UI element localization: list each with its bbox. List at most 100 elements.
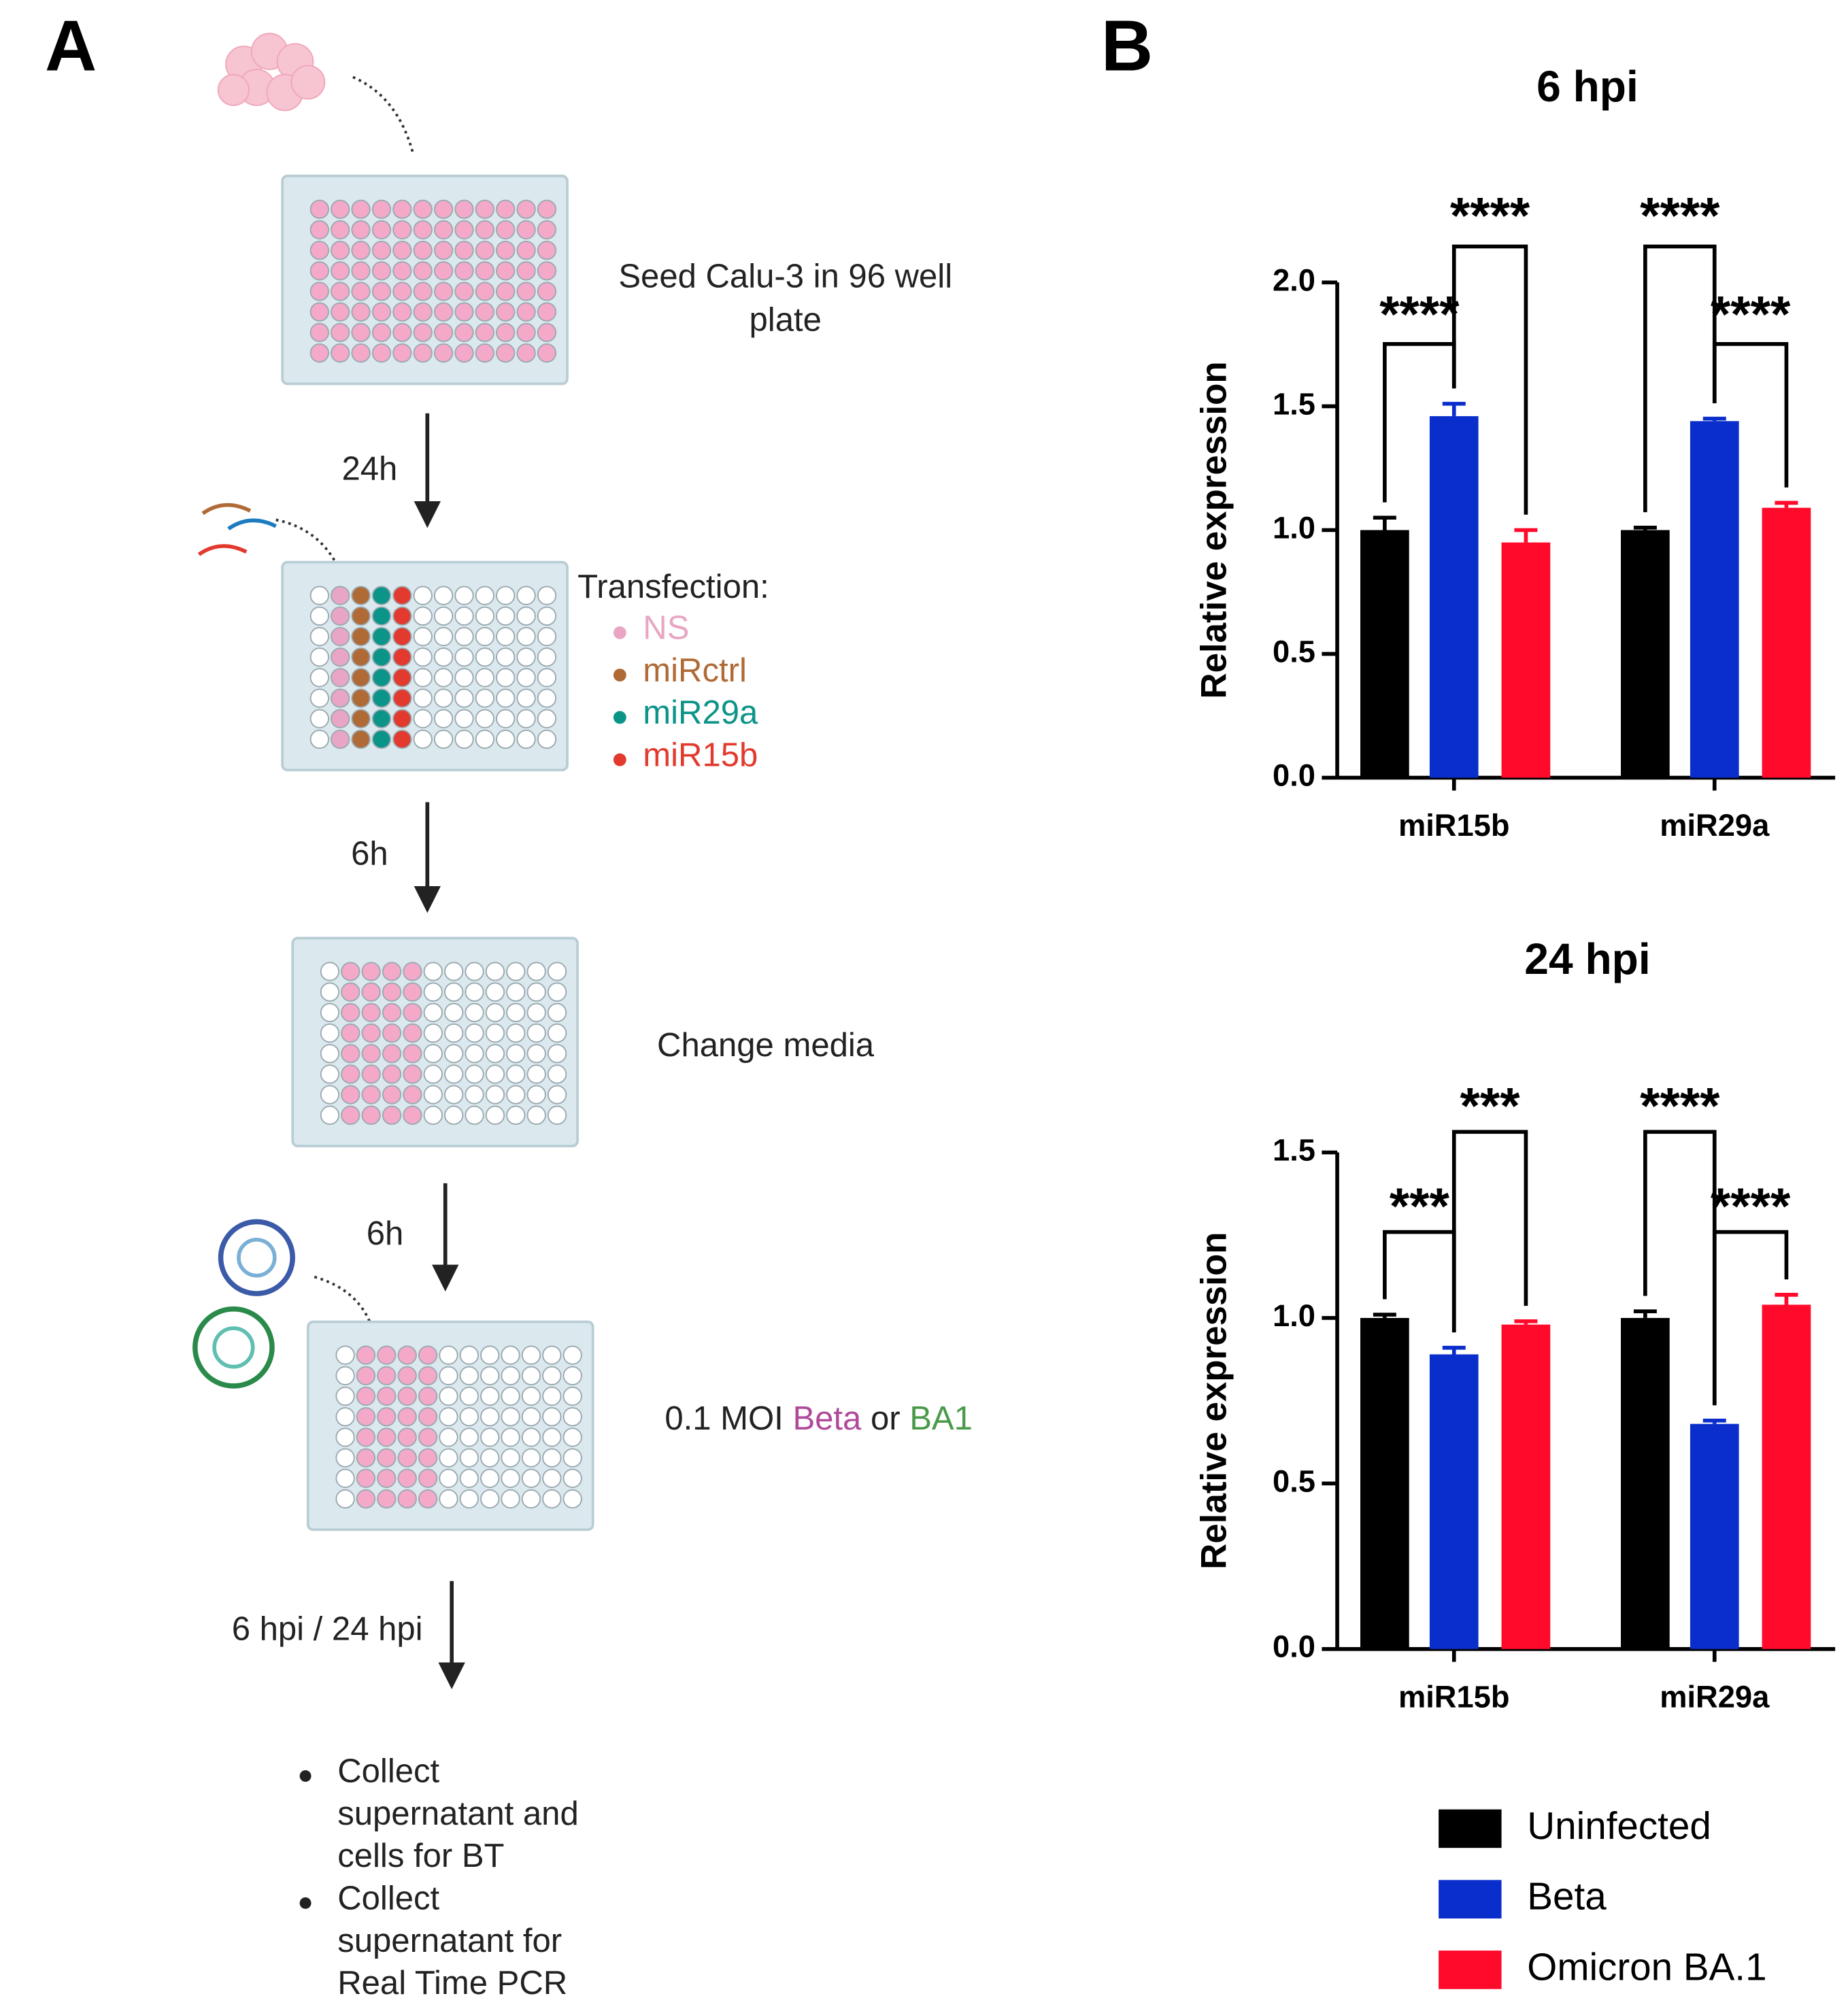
well <box>392 688 412 708</box>
well <box>361 982 381 1002</box>
well <box>454 729 474 749</box>
well <box>496 199 516 219</box>
well <box>392 240 412 260</box>
well <box>459 1366 479 1385</box>
well <box>351 199 371 219</box>
well <box>542 1489 562 1509</box>
well <box>356 1407 376 1427</box>
well <box>475 343 494 363</box>
time-label: 6 hpi / 24 hpi <box>232 1610 423 1647</box>
well <box>485 1085 505 1104</box>
well <box>418 1345 438 1365</box>
well <box>335 1366 355 1385</box>
well <box>418 1407 438 1427</box>
bar <box>1621 530 1670 778</box>
well <box>433 626 454 647</box>
well <box>341 1023 360 1043</box>
bar <box>1690 1423 1739 1649</box>
significance-label: **** <box>1640 187 1720 244</box>
well <box>516 586 536 605</box>
well <box>506 1044 526 1064</box>
error-bar <box>1373 1313 1396 1318</box>
well <box>356 1366 376 1385</box>
well <box>475 688 494 708</box>
well <box>309 199 329 219</box>
well <box>475 322 494 343</box>
well <box>537 729 557 749</box>
well <box>309 240 329 260</box>
well <box>485 962 505 981</box>
error-bar <box>1775 501 1798 508</box>
well <box>454 322 474 343</box>
well <box>542 1386 562 1406</box>
bullet <box>299 1770 312 1782</box>
y-tick-label: 0.5 <box>1273 634 1315 669</box>
well <box>392 343 412 363</box>
well <box>371 606 392 626</box>
time-label: 24h <box>341 451 397 488</box>
well <box>537 647 557 667</box>
well <box>361 962 381 981</box>
well <box>371 220 392 240</box>
well <box>496 709 516 728</box>
y-tick-label: 1.5 <box>1273 1133 1315 1168</box>
list-item: miR15b <box>643 737 758 773</box>
well <box>475 647 494 667</box>
well <box>433 668 454 688</box>
well <box>341 982 360 1002</box>
bar <box>1762 1304 1811 1649</box>
well <box>331 302 350 322</box>
well <box>439 1468 458 1488</box>
well <box>433 647 454 667</box>
well <box>454 709 474 728</box>
well <box>480 1427 500 1447</box>
well <box>351 282 371 301</box>
well <box>516 343 536 363</box>
well <box>309 668 329 688</box>
well <box>371 261 392 281</box>
well <box>537 322 557 343</box>
step-text: Transfection: <box>577 569 769 605</box>
text-part: BA1 <box>909 1400 973 1437</box>
well <box>444 1064 464 1084</box>
well <box>454 240 474 260</box>
well <box>562 1448 582 1468</box>
well <box>351 261 371 281</box>
well <box>444 1044 464 1064</box>
legend-dot <box>613 711 626 724</box>
well <box>501 1386 520 1406</box>
well <box>465 982 484 1002</box>
well <box>361 1002 381 1023</box>
well <box>506 1023 526 1043</box>
well <box>506 982 526 1002</box>
error-bar <box>1702 416 1726 422</box>
well <box>356 1489 376 1509</box>
well <box>459 1448 479 1468</box>
well <box>521 1366 541 1385</box>
well <box>496 729 516 749</box>
significance-bracket <box>1383 1230 1456 1333</box>
well <box>309 709 329 728</box>
well <box>341 1085 360 1104</box>
well <box>444 1002 464 1023</box>
well <box>501 1468 520 1488</box>
well <box>537 220 557 240</box>
well <box>418 1427 438 1447</box>
well <box>433 199 454 219</box>
well <box>397 1448 417 1468</box>
well <box>506 962 526 981</box>
well <box>361 1105 381 1125</box>
chart-title: 24 hpi <box>1524 934 1650 983</box>
bullet-text: Real Time PCR <box>337 1965 567 2001</box>
well <box>392 302 412 322</box>
significance-bracket <box>1451 244 1528 515</box>
well <box>309 261 329 281</box>
panel-label: B <box>1101 6 1153 86</box>
well <box>382 1044 402 1064</box>
well <box>465 1085 484 1104</box>
well <box>320 1002 340 1023</box>
x-tick-label: miR29a <box>1660 1679 1770 1714</box>
well <box>521 1489 541 1509</box>
well <box>454 647 474 667</box>
well <box>433 240 454 260</box>
